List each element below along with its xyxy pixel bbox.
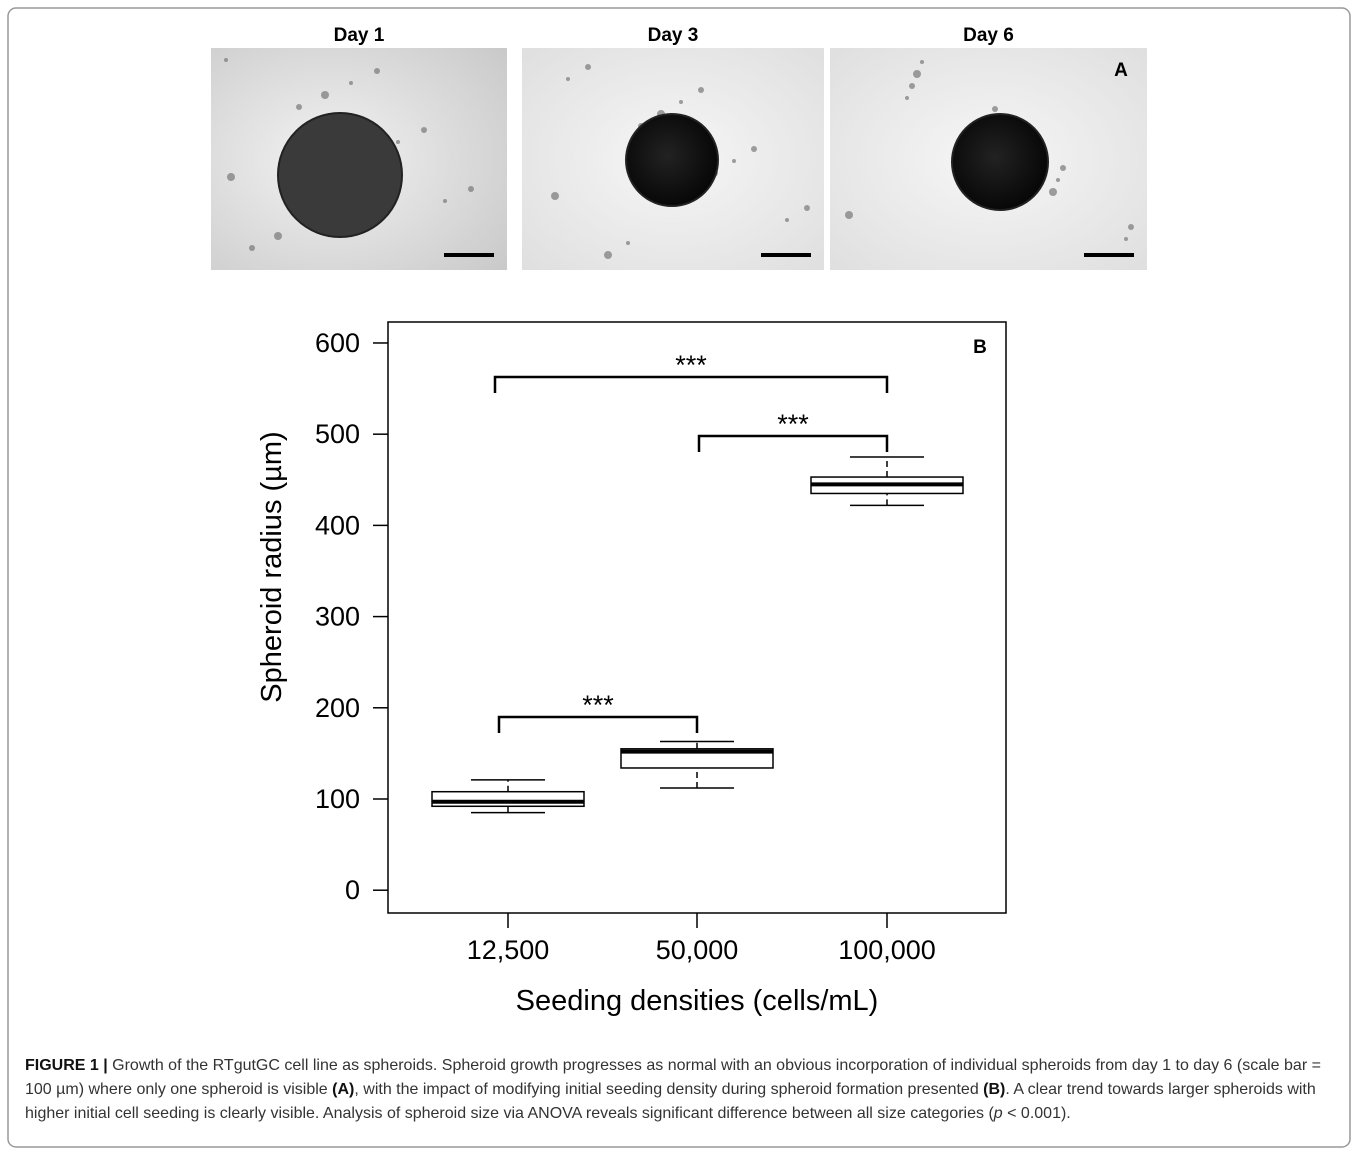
significance-label: *** [582, 690, 614, 720]
x-tick-label: 12,500 [467, 935, 550, 965]
panel-label: B [973, 337, 987, 358]
caption-text: (A) [332, 1081, 355, 1098]
debris [443, 199, 447, 203]
debris [227, 173, 235, 181]
debris [224, 58, 228, 62]
debris [1124, 237, 1128, 241]
significance-bracket [493, 375, 889, 393]
debris [296, 104, 302, 110]
debris [1049, 188, 1057, 196]
debris [679, 100, 683, 104]
caption-text: (B) [983, 1081, 1006, 1098]
debris [913, 70, 921, 78]
caption-text: Growth of the RTgutGC cell line as spher… [25, 1057, 1321, 1098]
debris [585, 64, 591, 70]
caption-text: . A clear trend towards larger spheroids… [25, 1081, 1316, 1122]
y-tick-label: 300 [315, 602, 360, 632]
spheroid [277, 112, 403, 238]
debris [751, 146, 757, 152]
debris [396, 140, 400, 144]
panel-label: A [1114, 60, 1128, 81]
caption-text: , with the impact of modifying initial s… [354, 1081, 984, 1098]
debris [1128, 224, 1134, 230]
panel-b: B 0 100 200 300 400 500 600 12,500 50,000 100,000 S… [256, 321, 1007, 1017]
significance-bracket [497, 715, 699, 733]
spheroid [951, 113, 1049, 211]
image-title: Day 3 [648, 25, 699, 46]
debris [920, 60, 924, 64]
caption-text: p [993, 1105, 1003, 1122]
panel-a: Day 1 Day 3 Day 6 A [211, 25, 1147, 270]
debris [909, 83, 915, 89]
y-axis-label: Spheroid radius (µm) [256, 431, 288, 702]
debris [698, 87, 704, 93]
spheroid [625, 113, 719, 207]
caption: FIGURE 1 | Growth of the RTgutGC cell li… [25, 1054, 1335, 1126]
x-tick-label: 50,000 [656, 935, 739, 965]
x-tick-label: 100,000 [838, 935, 936, 965]
debris [845, 211, 853, 219]
debris [374, 68, 380, 74]
debris [905, 96, 909, 100]
debris [785, 218, 789, 222]
box [620, 748, 774, 769]
debris [626, 241, 630, 245]
significance-label: *** [777, 409, 809, 439]
figure-border [7, 7, 1351, 1148]
debris [349, 81, 353, 85]
caption-text: < 0.001). [1002, 1105, 1071, 1122]
box [431, 790, 585, 808]
y-tick-label: 500 [315, 419, 360, 449]
significance-label: *** [675, 350, 707, 380]
y-tick-label: 0 [345, 875, 360, 905]
debris [732, 159, 736, 163]
y-tick-label: 400 [315, 510, 360, 540]
image-title: Day 6 [963, 25, 1014, 46]
y-tick-label: 600 [315, 328, 360, 358]
debris [249, 245, 255, 251]
debris [1060, 165, 1066, 171]
caption-text: FIGURE 1 | [25, 1057, 113, 1074]
debris [992, 106, 998, 112]
x-axis-label: Seeding densities (cells/mL) [516, 985, 879, 1017]
y-tick-label: 100 [315, 784, 360, 814]
plot-frame [387, 321, 1007, 914]
debris [566, 77, 570, 81]
image-title: Day 1 [334, 25, 385, 46]
debris [551, 192, 559, 200]
debris [1056, 178, 1060, 182]
debris [468, 186, 474, 192]
significance-bracket [697, 434, 889, 452]
debris [804, 205, 810, 211]
y-tick-label: 200 [315, 693, 360, 723]
debris [421, 127, 427, 133]
debris [321, 91, 329, 99]
debris [274, 232, 282, 240]
debris [604, 251, 612, 259]
